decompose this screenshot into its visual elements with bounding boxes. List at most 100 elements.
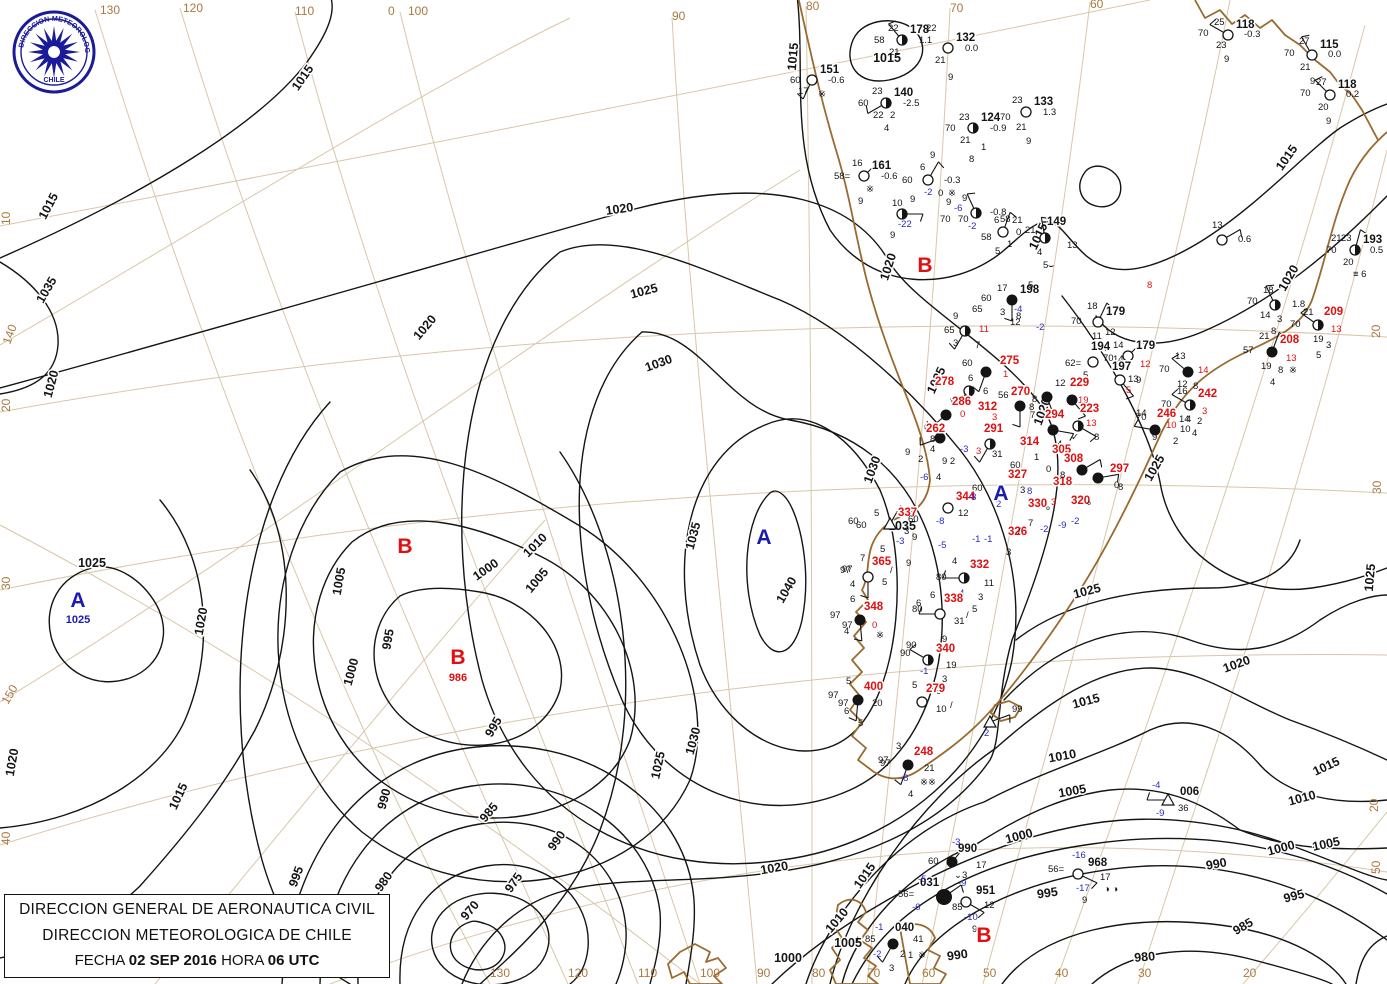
isobar-line [849,20,924,82]
pressure-center-letter: B [917,254,932,277]
wind-barb-tick [942,570,947,579]
map-number: 10 [1180,424,1191,435]
station-circle-half-fill [902,209,907,219]
isobar-label: 1010 [520,530,550,560]
map-number: 65 [972,304,983,315]
graticule-line [179,7,569,984]
station-value: -17 [1076,883,1090,894]
station-circle-half-fill [1078,421,1083,431]
station-value: 56= [1048,864,1065,875]
station-value: 97 [830,610,841,621]
station-value: 4 [1057,439,1062,450]
station-value: 70 [1198,28,1209,39]
station-circle-open [960,896,972,908]
station-value: 9 [953,311,958,322]
isobar-label: 990 [1205,855,1228,872]
isobar-label: 1010 [1287,788,1318,809]
isobar-label: 1015 [36,191,61,222]
latlon-label: 140 [0,322,20,346]
wind-barb-tick [1106,302,1114,309]
station-value: 9 [972,924,977,935]
station-plot: 0.6 13 [1212,220,1251,246]
station-value: 4 [1192,428,1197,439]
isobar-line [1003,594,1387,701]
station-value: 13 [1212,220,1223,231]
station-value: 4 [952,556,957,567]
map-number: 97 [880,758,891,769]
station-value: 4 [908,789,913,800]
graticule-line [0,524,701,984]
station-value: -3 [952,837,960,848]
graticule-line [0,169,801,703]
station-value: 13 [1175,351,1186,362]
station-value: 62= [1065,358,1082,369]
station-value: 90 [900,648,911,659]
station-value: 70 [1159,364,1170,375]
map-number: 2 [918,454,923,465]
station-value: 3 [1202,406,1207,417]
station-plot: 193 23 70 0.5 20≡ 6 21 [1326,229,1384,280]
station-id: 305 [1052,444,1072,456]
latlon-label: 110 [295,4,314,18]
station-value: ⚬ [1085,499,1093,510]
station-value: 2 [900,949,905,960]
station-id: 275 [1000,355,1020,367]
station-id: 242 [1198,388,1217,400]
station-value: 3 [978,592,983,603]
station-value: 20 [1318,102,1329,113]
isobar-line [430,892,550,984]
isobar-label: 985 [1230,915,1255,938]
station-value: ⌄3 [954,870,967,881]
station-plot: 133 23 1.3 70 21 9 [1000,95,1056,148]
station-value: 17 [798,86,809,97]
wind-barb-tick [1360,229,1368,235]
station-value: 2 [1197,416,1202,427]
station-value: 99 [1012,704,1023,715]
isobar-label: 970 [458,898,482,923]
station-value: 5 [858,718,863,729]
station-value: 9 [1026,136,1031,147]
station-value: 1.8 [1292,299,1305,310]
station-value: 2 [890,110,895,121]
isobar-label: 990 [545,828,568,853]
wind-barb-tick [888,20,897,25]
station-circle-open [1020,106,1032,118]
isobar-line [904,865,1387,984]
map-number: -4 [1014,304,1022,315]
station-value: 60 [928,856,939,867]
isobar-line [829,667,1387,984]
station-value: ≡ 6 [1353,269,1366,280]
station-value: 23 [1341,233,1352,244]
station-value: 3 [896,741,901,752]
isobar-line [578,331,943,807]
map-number: 97 [842,620,853,631]
station-plot: 118 25 70 -0.3 23 9 [1198,17,1260,65]
wind-barb-tick [894,779,902,786]
map-number: 14 [1136,408,1147,419]
isobar-label: 1015 [873,51,901,65]
station-id: 320 [1071,495,1090,507]
station-plot: 179 14 12 70 [1103,339,1157,371]
station-value: ⚬ [1044,504,1052,515]
wind-barb-tick [950,398,955,407]
station-value: -4 [1152,780,1160,791]
isobar-label: 1025 [78,556,106,570]
station-value: 9 2 [942,456,955,467]
station-value: 21 [924,763,935,774]
station-value: 8 [930,434,935,445]
map-number: 60 [848,516,859,527]
station-id: 115 [1320,39,1339,51]
station-value: 9 [1136,375,1141,386]
station-value: -3 [896,536,904,547]
station-value: 6 [968,373,973,384]
isobar-label: 1015 [1273,142,1300,173]
isobar-label: 1020 [41,369,62,400]
station-value: 5 [972,604,977,615]
logo-bottom-text: CHILE [44,77,65,84]
isobar-label: 1020 [3,747,22,777]
isobar-label: 1025 [1362,563,1378,592]
